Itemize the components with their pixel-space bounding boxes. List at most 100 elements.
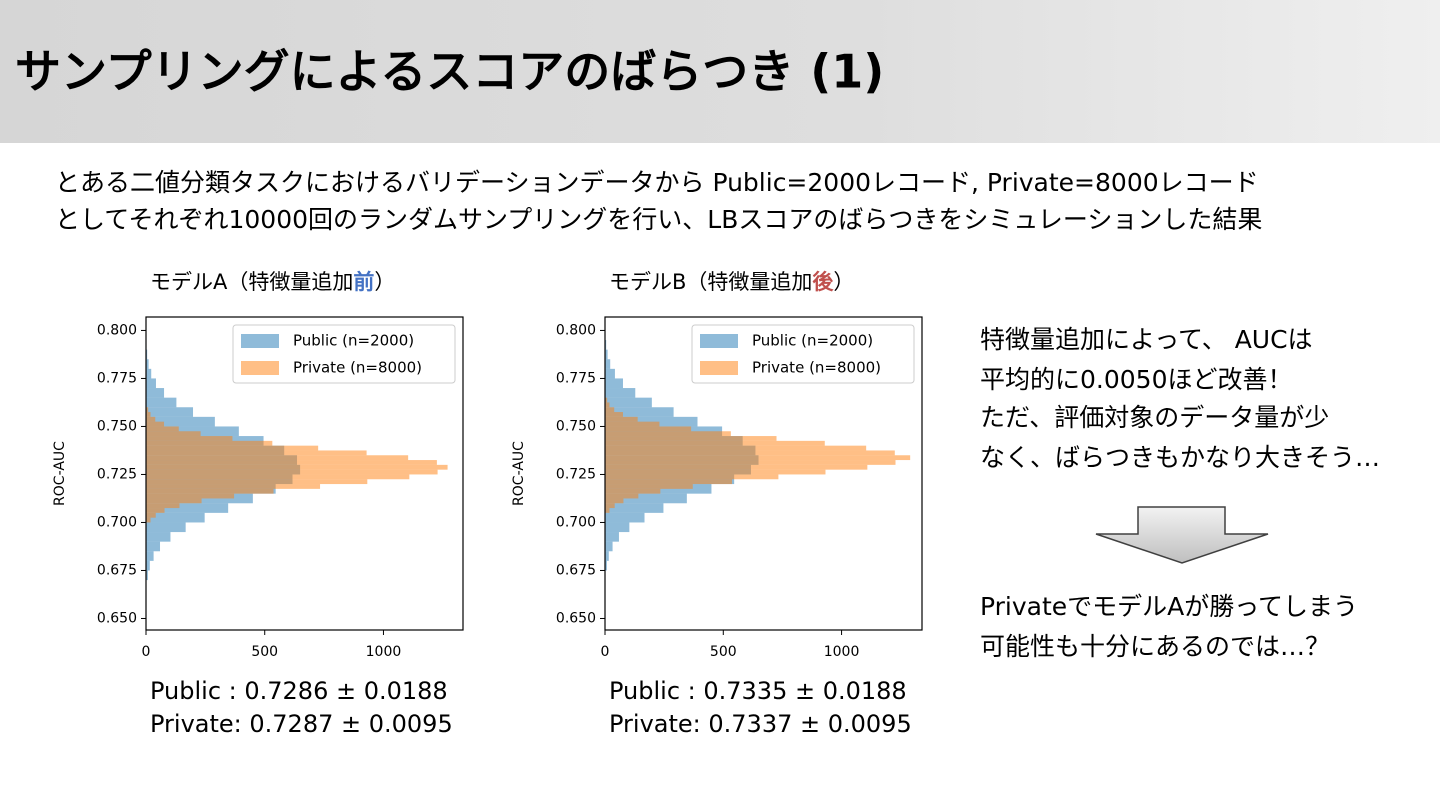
hist-bar [146,469,438,475]
hist-bar [146,455,409,461]
hist-bar [146,407,149,413]
hist-bar [605,412,623,417]
charts: モデルA（特徴量追加前）0.6500.6750.7000.7250.7500.7… [52,270,923,738]
hist-bar [605,359,611,369]
hist-bar [146,431,201,437]
y-axis-label: ROC-AUC [511,441,527,506]
intro-line: とある二値分類タスクにおけるバリデーションデータから Public=2000レコ… [55,168,1259,197]
hist-bar [605,479,733,485]
hist-bar [605,407,674,417]
y-axis-label: ROC-AUC [52,441,68,506]
stats-line: Public : 0.7335 ± 0.0188 [609,677,907,705]
hist-bar [605,508,610,513]
hist-bar [605,522,630,533]
hist-bar [605,421,660,427]
chart-title-emphasis: 前 [353,270,374,294]
hist-bar [605,469,826,475]
x-tick-label: 500 [251,644,278,660]
x-tick-label: 0 [142,644,151,660]
hist-bar [605,455,911,461]
chart-title-emphasis: 後 [812,270,834,294]
hist-bar [605,416,638,422]
legend-label: Public (n=2000) [752,332,873,350]
hist-bar [605,368,615,379]
hist-bar [146,503,229,513]
hist-bar [605,532,619,542]
hist-bar [605,431,731,437]
hist-bar [605,474,779,480]
hist-bar [146,570,148,581]
hist-bar [146,517,151,523]
note-line: なく、ばらつきもかなり大きそう… [980,443,1380,472]
hist-bar [146,493,235,499]
legend-box [232,324,456,384]
y-tick-label: 0.800 [556,322,596,338]
hist-bar [146,460,437,465]
x-tick-label: 1000 [824,644,860,660]
header-band [0,0,1440,143]
stats-line: Private: 0.7287 ± 0.0095 [150,710,453,738]
hist-bar [146,359,149,369]
slide-title: サンプリングによるスコアのばらつき (1) [15,45,884,99]
hist-bar [605,541,613,552]
y-tick-label: 0.675 [97,562,137,578]
hist-bar [605,488,661,494]
legend-swatch [700,361,738,375]
hist-bar [146,445,319,451]
hist-bar [605,551,609,561]
intro-line: としてそれぞれ10000回のランダムサンプリングを行い、LBスコアのばらつきをシ… [55,205,1262,234]
hist-bar [605,484,693,489]
legend-swatch [700,334,738,348]
chart-title-main: モデルA（特徴量追加 [150,270,353,294]
legend-label: Private (n=8000) [293,359,422,377]
hist-bar [605,503,615,509]
y-tick-label: 0.700 [556,514,596,530]
hist-bar [605,503,664,513]
x-tick-label: 500 [710,644,737,660]
hist-bar [605,407,615,413]
chart-title: モデルB（特徴量追加後） [609,270,854,294]
legend-label: Public (n=2000) [293,332,414,350]
hist-bar [605,349,608,360]
conclusion-line: PrivateでモデルAが勝ってしまう [980,592,1358,621]
legend-label: Private (n=8000) [752,359,881,377]
hist-bar [146,551,154,561]
axes-frame [145,316,464,631]
hist-bar [605,450,895,456]
hist-bar [146,484,321,489]
hist-bar [146,436,233,441]
hist-bar [605,560,607,571]
hist-bar [605,397,608,403]
y-tick-label: 0.775 [97,370,137,386]
hist-bar [146,426,179,432]
hist-bar [146,503,180,509]
y-tick-label: 0.750 [556,418,596,434]
hist-bar [605,426,692,432]
hist-bar [605,460,896,465]
y-tick-label: 0.700 [97,514,137,530]
hist-bar [605,388,636,398]
note-line: 平均的に0.0050ほど改善！ [980,365,1292,394]
chart-title-suffix: ） [833,270,854,294]
stats-line: Private: 0.7337 ± 0.0095 [609,710,912,738]
hist-bar [605,397,652,408]
hist-bar [146,532,171,542]
conclusion-line: 可能性も十分にあるのでは…？ [980,632,1330,661]
hist-bar [605,440,825,446]
legend-swatch [241,334,279,348]
hist-bar [605,512,645,523]
hist-bar [146,368,152,379]
hist-bar [605,498,624,504]
legend-box [691,324,915,384]
hist-bar [146,440,273,446]
y-tick-label: 0.650 [556,610,596,626]
hist-bar [146,512,156,518]
hist-bar [146,479,368,485]
down-arrow [1095,506,1269,564]
hist-bar [146,426,239,437]
hist-bar [146,464,448,470]
y-tick-label: 0.800 [97,322,137,338]
hist-bar [605,493,639,499]
hist-bar [146,412,151,417]
hist-bar [146,397,177,408]
